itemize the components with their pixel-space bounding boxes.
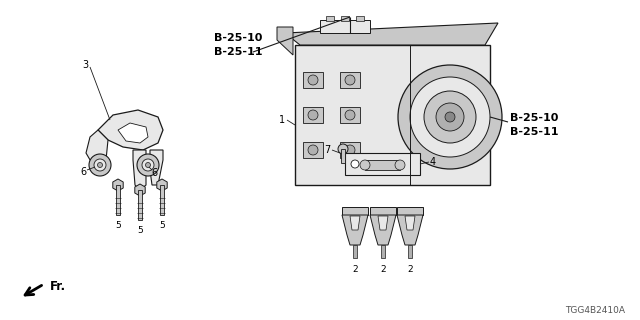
Bar [340,72,360,88]
Bar [381,245,385,258]
Bar [138,190,142,220]
Polygon shape [397,215,423,245]
Polygon shape [118,123,148,143]
Circle shape [436,103,464,131]
Bar [340,107,360,123]
Polygon shape [150,150,163,185]
Text: 3: 3 [82,60,88,70]
Polygon shape [370,215,396,245]
Text: 2: 2 [380,265,386,274]
Bar [356,16,364,21]
Text: 1: 1 [279,115,285,125]
Circle shape [445,112,455,122]
Bar [295,45,490,185]
Circle shape [308,145,318,155]
Polygon shape [133,150,146,190]
Circle shape [94,159,106,171]
Text: 2: 2 [352,265,358,274]
Text: B-25-10
B-25-11: B-25-10 B-25-11 [510,113,559,137]
Circle shape [351,160,359,168]
Circle shape [308,75,318,85]
Polygon shape [320,20,370,33]
Text: Fr.: Fr. [50,279,66,292]
Polygon shape [342,215,368,245]
Text: 4: 4 [430,157,436,167]
Bar [345,153,420,175]
Bar [397,207,423,215]
Text: B-25-10
B-25-11: B-25-10 B-25-11 [214,33,262,57]
Text: TGG4B2410A: TGG4B2410A [565,306,625,315]
Bar [303,107,323,123]
Text: 5: 5 [137,226,143,235]
Bar [340,142,360,158]
Polygon shape [378,216,388,230]
Bar [341,16,349,21]
Circle shape [97,163,102,167]
Circle shape [345,110,355,120]
Polygon shape [157,179,167,191]
Text: 5: 5 [159,221,165,230]
Circle shape [360,160,370,170]
Bar [116,185,120,215]
Bar [341,149,345,163]
Circle shape [137,154,159,176]
Circle shape [338,144,348,154]
Circle shape [308,110,318,120]
Polygon shape [135,184,145,196]
Circle shape [142,159,154,171]
Circle shape [345,145,355,155]
Polygon shape [98,110,163,150]
Circle shape [398,65,502,169]
Circle shape [410,77,490,157]
Circle shape [89,154,111,176]
Polygon shape [405,216,415,230]
Bar [303,72,323,88]
Polygon shape [285,23,498,45]
Polygon shape [277,27,293,55]
Polygon shape [113,179,123,191]
Text: 5: 5 [115,221,121,230]
Bar [160,185,164,215]
Circle shape [395,160,405,170]
Polygon shape [86,130,108,165]
Circle shape [345,75,355,85]
Bar [326,16,334,21]
Bar [353,245,357,258]
Text: 7: 7 [324,145,330,155]
Bar [370,207,396,215]
Circle shape [145,163,150,167]
Bar [408,245,412,258]
Text: 6: 6 [151,168,157,178]
Text: 2: 2 [407,265,413,274]
Bar [342,207,368,215]
Polygon shape [350,216,360,230]
Circle shape [424,91,476,143]
Bar [303,142,323,158]
Polygon shape [365,160,400,170]
Text: 6: 6 [80,167,86,177]
